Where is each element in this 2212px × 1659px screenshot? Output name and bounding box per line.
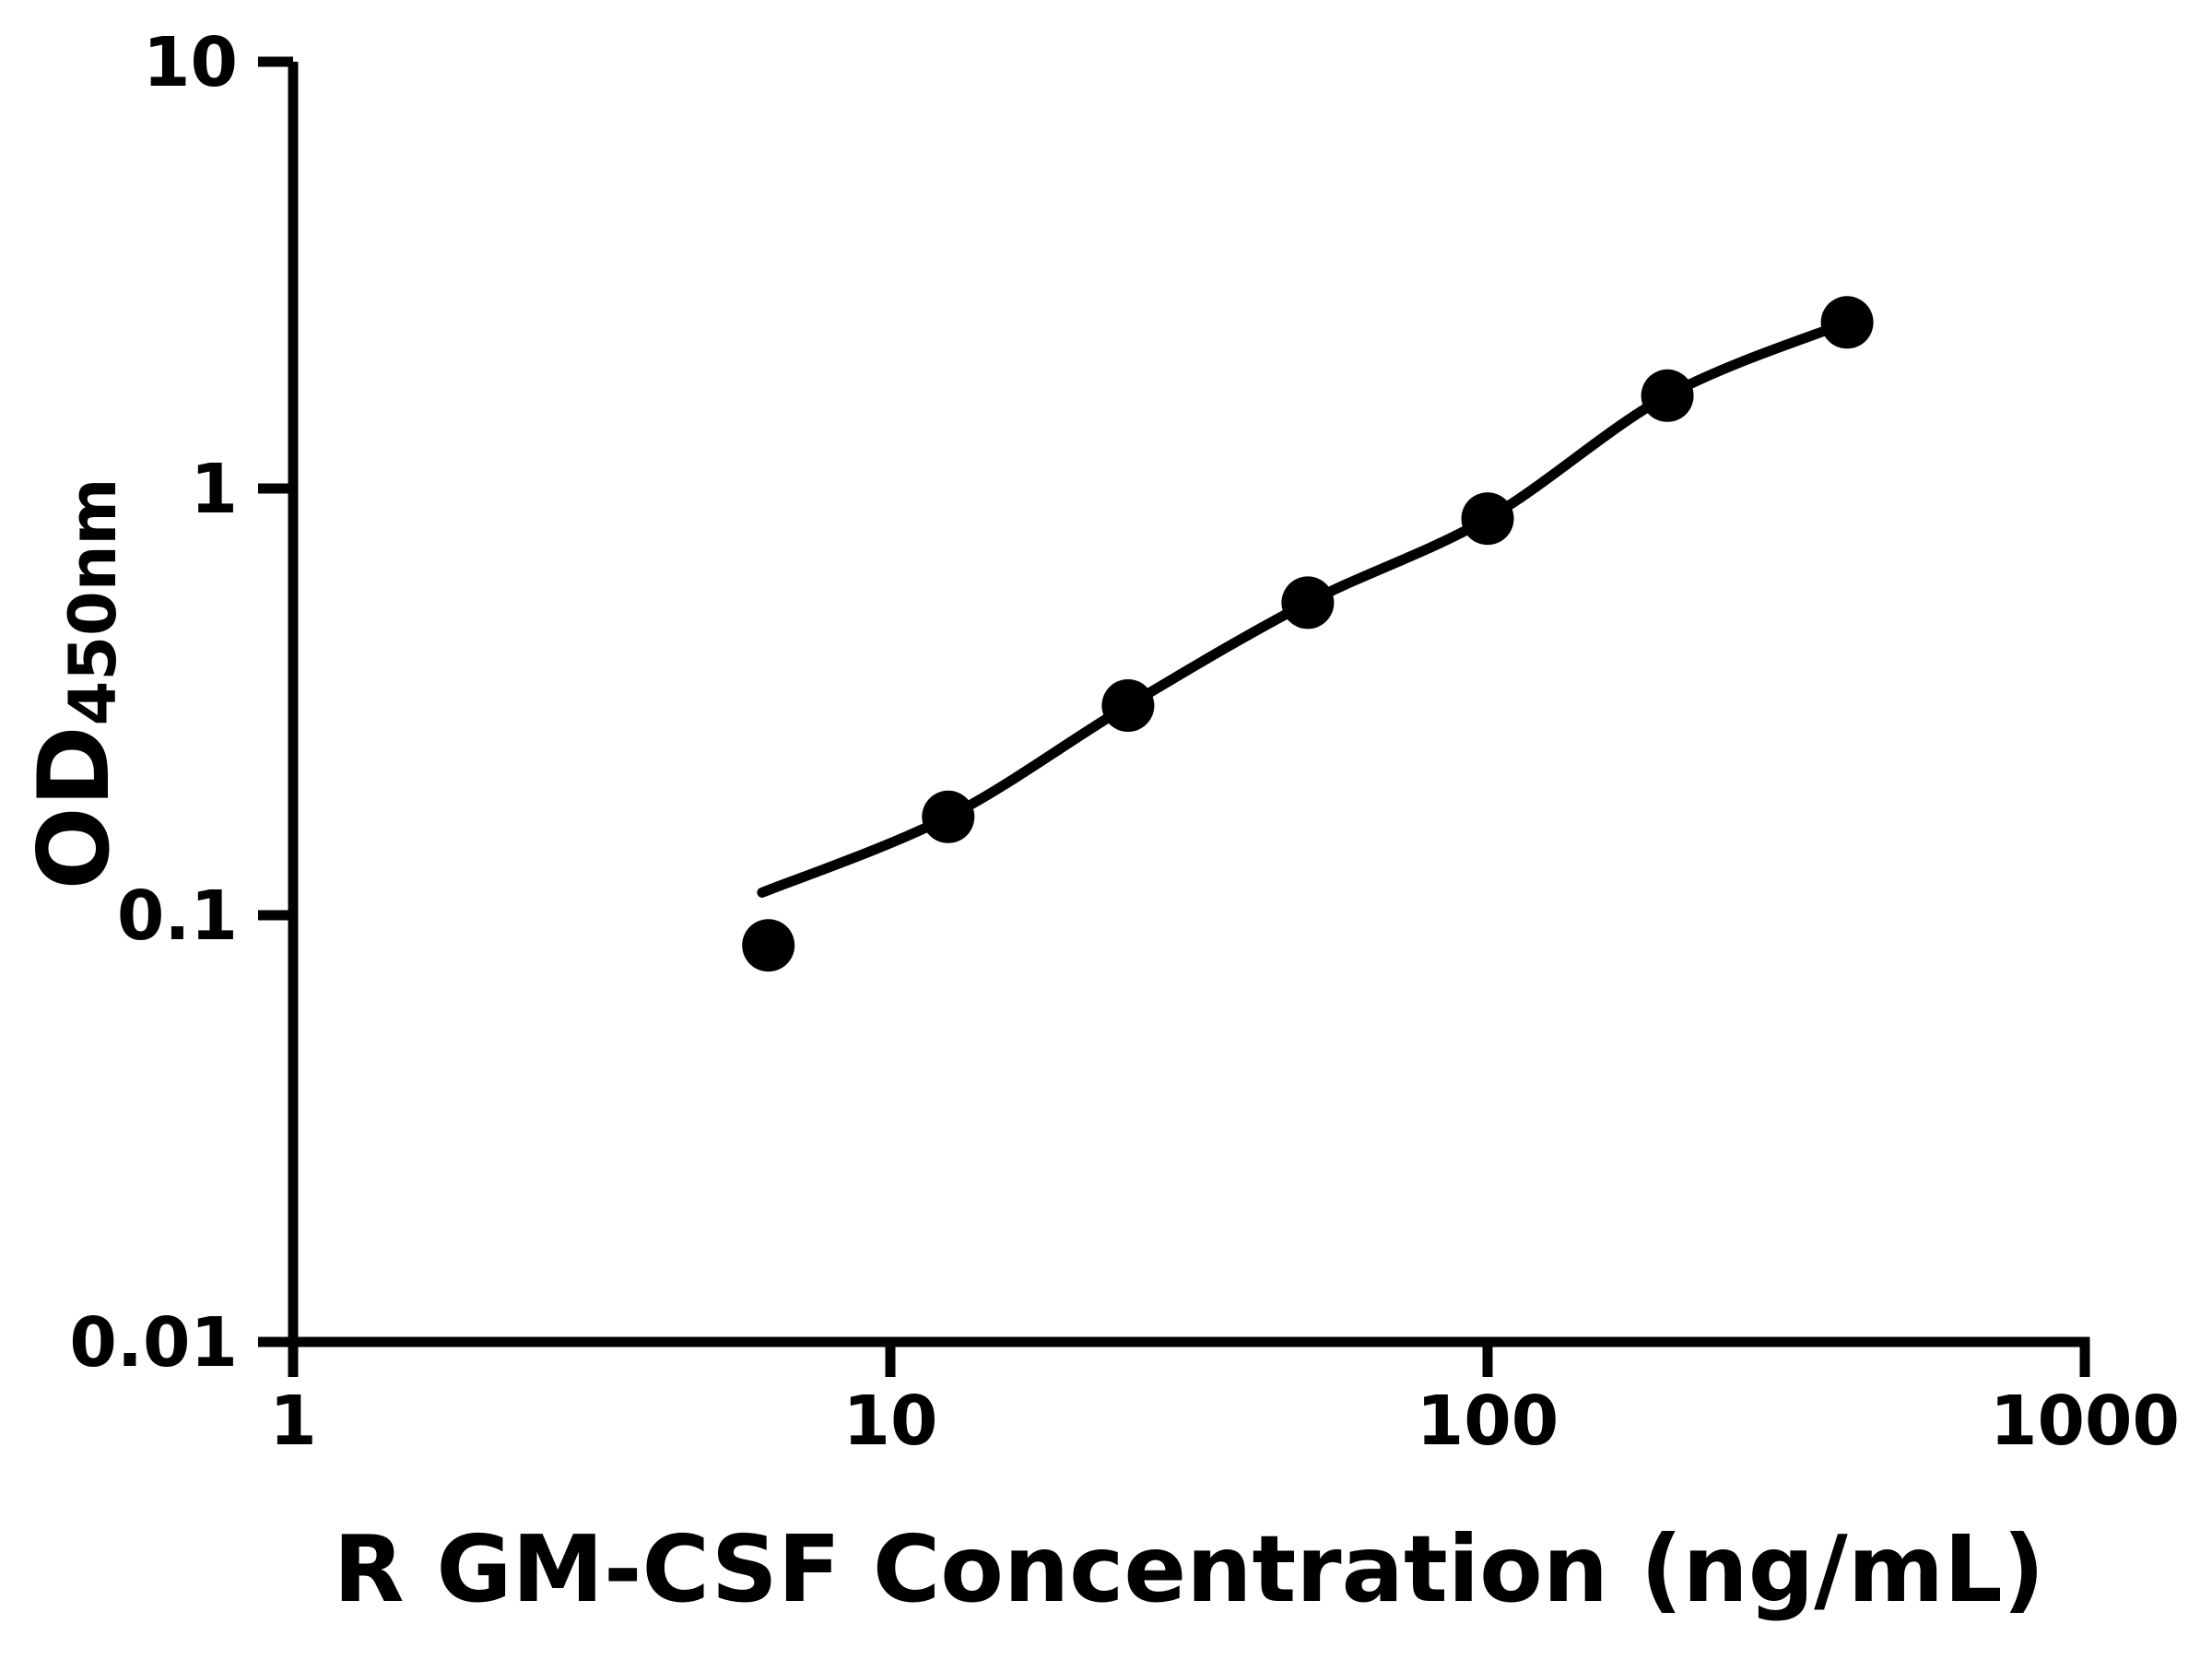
data-point xyxy=(1101,679,1155,732)
plot-series xyxy=(742,296,1874,972)
data-point xyxy=(1641,369,1694,422)
x-tick-label: 10 xyxy=(843,1382,938,1461)
y-axis-title-main: OD xyxy=(18,725,131,889)
data-point xyxy=(1281,576,1335,629)
y-tick-label: 0.01 xyxy=(69,1303,238,1382)
x-tick-label: 1 xyxy=(269,1382,317,1461)
y-tick-label: 1 xyxy=(191,450,239,529)
y-tick-label: 10 xyxy=(143,23,238,102)
y-tick-label: 0.1 xyxy=(117,877,238,956)
x-axis-title: R GM-CSF Concentration (ng/mL) xyxy=(334,1515,2045,1623)
data-point xyxy=(1820,296,1874,349)
axes: 10 1 0.1 0.01 1 10 100 1000 xyxy=(69,23,2180,1461)
x-tick-label: 100 xyxy=(1417,1382,1559,1461)
y-axis-title-subscript: 450nm xyxy=(55,477,131,725)
data-point xyxy=(922,790,975,843)
data-point xyxy=(742,919,795,972)
y-axis-title: OD450nm xyxy=(18,477,131,889)
data-point xyxy=(1461,492,1514,546)
x-tick-label: 1000 xyxy=(1990,1382,2180,1461)
